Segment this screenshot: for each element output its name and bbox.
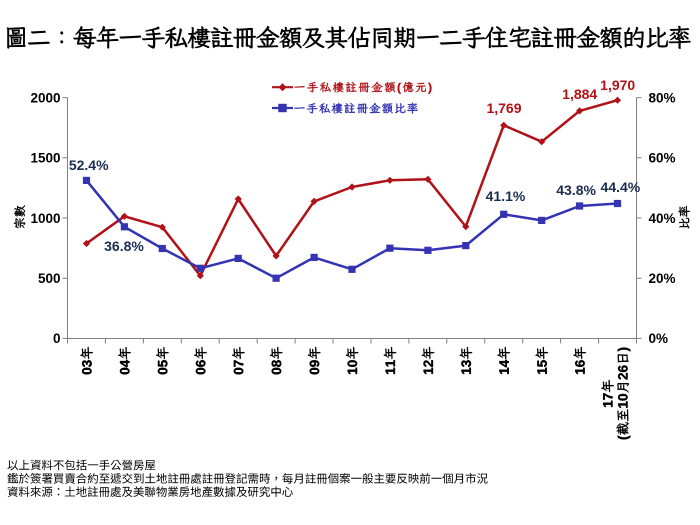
- svg-text:40%: 40%: [649, 211, 676, 226]
- svg-text:80%: 80%: [649, 90, 676, 105]
- svg-text:0: 0: [53, 331, 61, 346]
- svg-text:43.8%: 43.8%: [556, 182, 596, 198]
- svg-text:500: 500: [38, 271, 61, 286]
- svg-text:1500: 1500: [30, 151, 60, 166]
- svg-text:44.4%: 44.4%: [601, 179, 641, 195]
- svg-text:1,884: 1,884: [562, 86, 597, 102]
- svg-text:36.8%: 36.8%: [104, 238, 144, 254]
- svg-text:0%: 0%: [649, 331, 669, 346]
- svg-text:1,970: 1,970: [600, 77, 635, 93]
- svg-text:2000: 2000: [30, 90, 60, 105]
- svg-text:20%: 20%: [649, 271, 676, 286]
- svg-text:41.1%: 41.1%: [486, 188, 526, 204]
- svg-text:1000: 1000: [30, 211, 60, 226]
- svg-text:1,769: 1,769: [486, 100, 521, 116]
- svg-text:52.4%: 52.4%: [69, 157, 109, 173]
- svg-text:60%: 60%: [649, 151, 676, 166]
